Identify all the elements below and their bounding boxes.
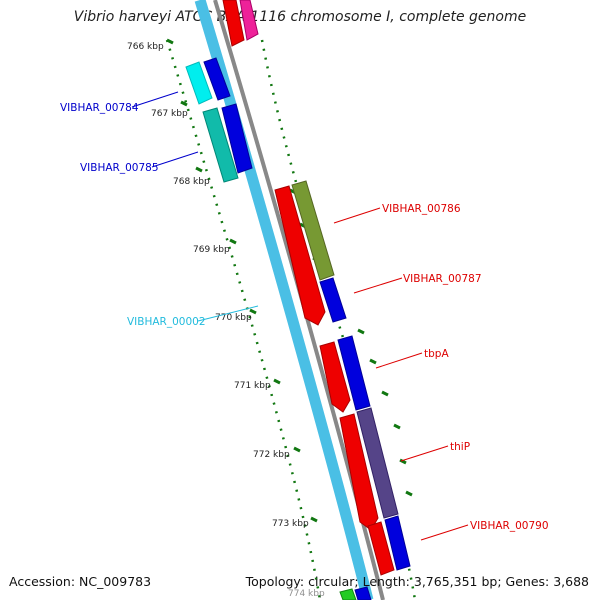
gene-block-red-00790[interactable] — [367, 521, 395, 576]
gene-block-cyan[interactable] — [185, 61, 213, 105]
tick-label-767: 767 kbp — [151, 109, 188, 119]
gene-label-00002[interactable]: VIBHAR_00002 — [127, 316, 206, 328]
map-title: Vibrio harveyi ATCC BAA-1116 chromosome … — [73, 9, 527, 25]
gene-label-00784[interactable]: VIBHAR_00784 — [60, 102, 139, 114]
gene-block-blue-top[interactable] — [203, 57, 231, 101]
gene-block-red-top[interactable] — [222, 0, 245, 47]
accession-text: Accession: NC_009783 — [9, 574, 152, 589]
forward-strand-genes — [274, 180, 411, 600]
kbp-labels: 766 kbp 767 kbp 768 kbp 769 kbp 770 kbp … — [127, 42, 325, 599]
leader-lines — [131, 91, 469, 541]
gene-label-thip[interactable]: thiP — [450, 441, 470, 453]
tick-label-769: 769 kbp — [193, 245, 230, 255]
gene-label-tbpa[interactable]: tbpA — [424, 348, 449, 360]
gene-block-blue-mid[interactable] — [221, 103, 253, 174]
gene-block-purple-thip[interactable] — [356, 407, 399, 519]
tick-label-773: 773 kbp — [272, 519, 309, 529]
tick-label-774: 774 kbp — [288, 589, 325, 599]
tick-label-771: 771 kbp — [234, 381, 271, 391]
gene-label-00786[interactable]: VIBHAR_00786 — [382, 203, 461, 215]
gene-labels: VIBHAR_00784 VIBHAR_00785 VIBHAR_00002 V… — [60, 102, 549, 532]
forward-strand-genes-top — [222, 0, 259, 47]
gene-label-00787[interactable]: VIBHAR_00787 — [403, 273, 482, 285]
gene-block-magenta-top[interactable] — [239, 0, 259, 41]
gene-block-blue-tbpa[interactable] — [337, 335, 371, 411]
gene-block-red-tbpa[interactable] — [319, 341, 351, 413]
gene-block-blue-00790[interactable] — [384, 515, 411, 571]
tick-label-772: 772 kbp — [253, 450, 290, 460]
gene-block-blue-bottom[interactable] — [354, 586, 372, 600]
summary-text: Topology: circular; Length: 3,765,351 bp… — [245, 574, 589, 589]
reverse-strand-genes — [185, 57, 253, 183]
tick-label-768: 768 kbp — [173, 177, 210, 187]
gene-block-blue-00787[interactable] — [319, 277, 347, 323]
gene-block-teal[interactable] — [202, 107, 239, 183]
gene-block-red-00786[interactable] — [274, 185, 326, 326]
tick-label-766: 766 kbp — [127, 42, 164, 52]
gene-label-00790[interactable]: VIBHAR_00790 — [470, 520, 549, 532]
gene-block-olive-00786[interactable] — [291, 180, 335, 281]
gene-block-green-bottom[interactable] — [339, 588, 357, 600]
tick-label-770: 770 kbp — [215, 313, 252, 323]
gene-label-00785[interactable]: VIBHAR_00785 — [80, 162, 159, 174]
